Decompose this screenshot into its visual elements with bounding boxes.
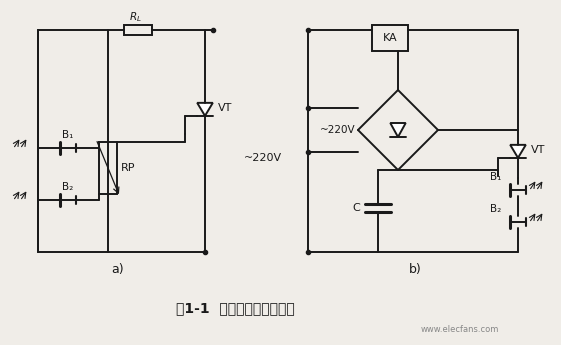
- Text: a): a): [112, 264, 125, 276]
- Polygon shape: [510, 145, 526, 158]
- Text: VT: VT: [531, 145, 545, 155]
- Text: b): b): [408, 264, 421, 276]
- Text: 图1-1  无电源光控开关电路: 图1-1 无电源光控开关电路: [176, 301, 295, 315]
- Text: ~220V: ~220V: [244, 153, 282, 163]
- Text: B₁: B₁: [62, 130, 73, 140]
- Text: $R_L$: $R_L$: [128, 10, 141, 24]
- Text: B₂: B₂: [490, 204, 502, 214]
- Bar: [124, 25, 152, 35]
- Text: B₁: B₁: [490, 172, 502, 182]
- Bar: [372, 25, 408, 51]
- Polygon shape: [390, 123, 406, 137]
- Text: VT: VT: [218, 103, 232, 113]
- Text: www.elecfans.com: www.elecfans.com: [421, 325, 499, 335]
- Text: B₂: B₂: [62, 182, 73, 192]
- Bar: [99, 142, 117, 194]
- Text: KA: KA: [383, 33, 397, 43]
- Polygon shape: [197, 103, 213, 116]
- Text: ~220V: ~220V: [320, 125, 356, 135]
- Text: RP: RP: [121, 163, 136, 173]
- Text: C: C: [352, 203, 360, 213]
